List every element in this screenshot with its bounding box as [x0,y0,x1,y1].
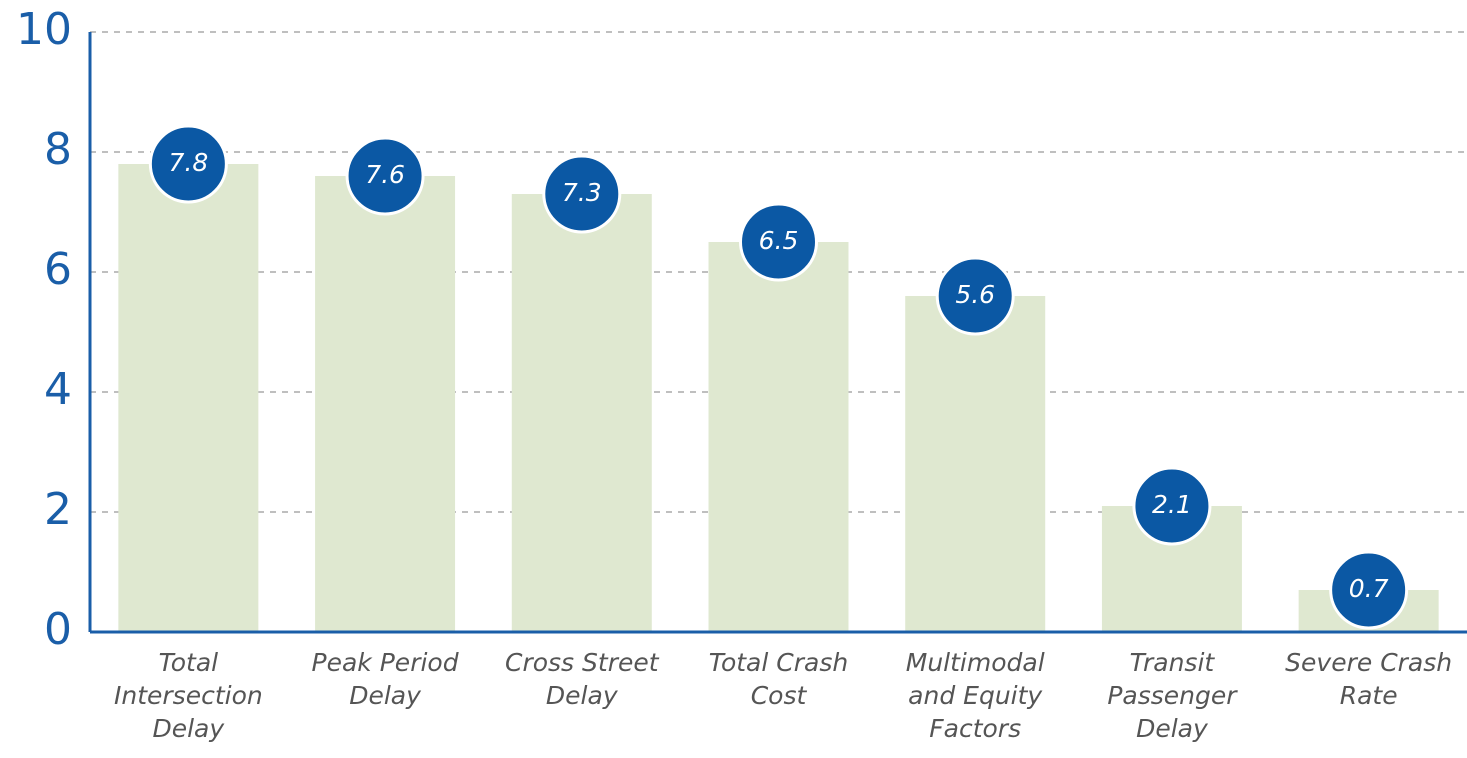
value-label: 5.6 [955,280,995,309]
x-tick-label: Transit Passenger Delay [1107,648,1237,743]
value-label: 0.7 [1349,574,1389,603]
value-label: 7.3 [562,178,602,207]
value-badge [1329,550,1409,630]
y-tick-label: 10 [16,4,72,55]
x-tick-label: Peak Period Delay [311,648,459,710]
x-tick-label: Total Intersection Delay [113,648,263,743]
value-badge [1132,466,1212,546]
bar [118,164,259,632]
x-tick-label: Severe Crash Rate [1285,648,1453,710]
y-tick-label: 8 [44,124,72,175]
bar [511,194,652,632]
y-tick-label: 6 [44,244,72,295]
bar [315,176,456,632]
value-label: 7.6 [365,160,405,189]
x-tick-label: Multimodal and Equity Factors [905,648,1045,743]
value-badge [935,256,1015,336]
value-badge [739,202,818,282]
y-tick-label: 4 [44,364,72,415]
y-tick-label: 2 [44,484,72,535]
bar [708,242,849,632]
bar [905,296,1046,632]
value-badge [345,136,425,216]
y-tick-label: 0 [44,604,72,655]
value-label: 7.8 [168,148,208,177]
value-label: 2.1 [1152,490,1192,519]
x-tick-label: Cross Street Delay [505,648,659,710]
x-tick-label: Total Crash Cost [708,648,849,710]
value-label: 6.5 [759,226,799,255]
value-badge [148,124,228,204]
value-badge [542,154,622,234]
